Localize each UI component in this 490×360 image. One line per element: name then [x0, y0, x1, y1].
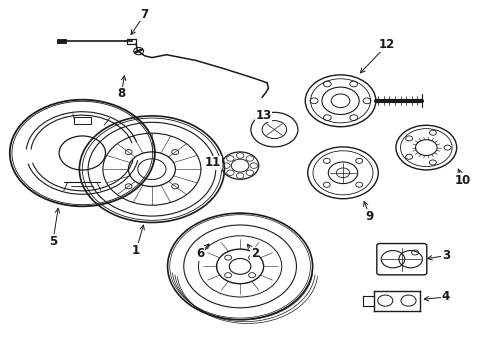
Bar: [127, 39, 136, 44]
Text: 13: 13: [255, 109, 272, 122]
Text: 12: 12: [379, 39, 395, 51]
Text: 9: 9: [366, 210, 374, 222]
Text: 6: 6: [196, 247, 204, 260]
Text: 2: 2: [251, 247, 259, 260]
Text: 11: 11: [205, 156, 221, 169]
Text: 5: 5: [49, 235, 57, 248]
Text: 3: 3: [442, 249, 450, 262]
Text: 4: 4: [442, 291, 450, 303]
Text: 10: 10: [455, 174, 471, 186]
Bar: [74, 117, 91, 124]
Text: 7: 7: [141, 8, 148, 21]
Text: 1: 1: [132, 244, 140, 257]
Text: 8: 8: [118, 87, 125, 100]
